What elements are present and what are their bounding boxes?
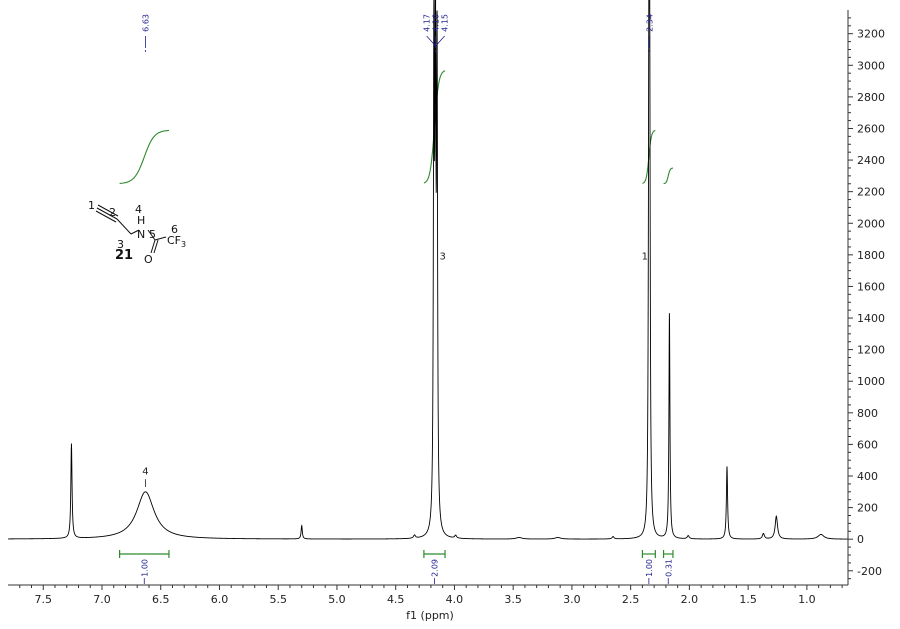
y-tick-label: 1600 <box>857 280 885 293</box>
atom-label-4: 4 <box>135 203 142 216</box>
compound-number: 21 <box>115 248 133 263</box>
x-axis: 7.5 7.0 6.5 6.0 5.5 5.0 4.5 4.0 3.5 3.0 2.5 2.0 1.5 1… <box>8 584 848 606</box>
peak-assignment-label: 1 <box>642 252 648 263</box>
atom-label-6: 6 <box>171 223 178 236</box>
integral-value-label: 2.09 <box>430 559 439 577</box>
x-tick-label: 1.5 <box>739 593 757 606</box>
x-tick-label: 7.5 <box>34 593 52 606</box>
x-tick-label: 7.0 <box>93 593 111 606</box>
atom-label-5: 5 <box>149 228 156 241</box>
integral-value-label: 0.31 <box>664 559 673 577</box>
peak-label-leader <box>435 35 445 47</box>
x-tick-label: 6.5 <box>152 593 170 606</box>
peak-label-leader <box>426 35 436 47</box>
x-tick-label: 5.5 <box>269 593 287 606</box>
peak-label: 4.16 <box>432 14 441 32</box>
y-tick-label: 1400 <box>857 312 885 325</box>
x-tick-label: 3.0 <box>563 593 581 606</box>
peak-label: 2.34 <box>645 14 654 32</box>
y-tick-label: 1200 <box>857 344 885 357</box>
y-tick-label: 1800 <box>857 249 885 262</box>
integral-curves <box>119 70 674 185</box>
x-axis-title: f1 (ppm) <box>406 609 454 622</box>
y-tick-label: 1000 <box>857 375 885 388</box>
peak-label: 4.17 <box>423 14 432 32</box>
y-tick-label: 2400 <box>857 154 885 167</box>
y-tick-label: 3000 <box>857 59 885 72</box>
atom-label-1: 1 <box>88 199 95 212</box>
x-tick-label: 5.0 <box>328 593 346 606</box>
integral-curve <box>119 129 169 184</box>
atom-label-2: 2 <box>109 206 116 219</box>
peak-assignment-label: 3 <box>439 252 445 263</box>
peak-assignment-label: 4 <box>142 466 148 477</box>
spectrum-line <box>7 0 848 540</box>
nh-nitrogen: N <box>137 228 145 241</box>
y-tick-label: 800 <box>857 407 878 420</box>
x-tick-label: 4.0 <box>446 593 464 606</box>
x-tick-label: 1.0 <box>798 593 816 606</box>
peak-assignments: 4 3 1 <box>142 252 648 488</box>
y-tick-label: 600 <box>857 438 878 451</box>
y-tick-label: 400 <box>857 470 878 483</box>
x-tick-label: 2.0 <box>681 593 699 606</box>
x-tick-label: 6.0 <box>211 593 229 606</box>
y-tick-label: -200 <box>857 565 882 578</box>
integral-bars: 1.00 2.09 1.00 0.31 <box>119 550 674 584</box>
peak-markers: 6.63 4.17 4.16 4.15 2.34 <box>141 14 654 54</box>
y-axis: 3200300028002600240022002000180016001400… <box>847 10 885 585</box>
carbonyl-oxygen: O <box>144 253 153 266</box>
y-tick-label: 2600 <box>857 122 885 135</box>
x-tick-label: 4.5 <box>387 593 405 606</box>
peak-label: 6.63 <box>141 14 150 32</box>
y-tick-label: 2200 <box>857 186 885 199</box>
peak-label: 4.15 <box>441 14 450 32</box>
molecule-structure-21: 1 2 3 4 H N 5 6 CF3 O 21 <box>88 199 186 266</box>
integral-curve <box>663 167 674 185</box>
nh-hydrogen: H <box>137 214 145 227</box>
cf3-group: CF3 <box>167 234 186 249</box>
y-tick-label: 3200 <box>857 28 885 41</box>
atom-label-3: 3 <box>117 238 124 251</box>
integral-value-label: 1.00 <box>645 559 654 577</box>
y-tick-label: 2800 <box>857 91 885 104</box>
y-tick-label: 2000 <box>857 217 885 230</box>
x-tick-label: 2.5 <box>622 593 640 606</box>
y-tick-label: 200 <box>857 502 878 515</box>
integral-value-label: 1.00 <box>140 559 149 577</box>
x-tick-label: 3.5 <box>504 593 522 606</box>
y-tick-label: 0 <box>857 533 864 546</box>
